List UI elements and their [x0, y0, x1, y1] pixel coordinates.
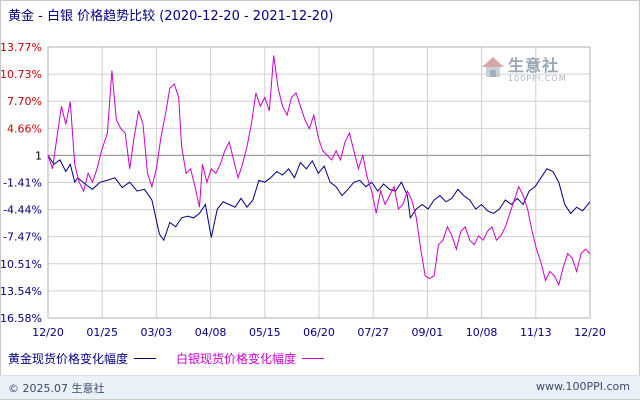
- x-tick-label: 12/20: [574, 326, 606, 339]
- footer-copyright: © 2025.07 生意社: [8, 382, 105, 395]
- y-tick-label: -1.41%: [3, 177, 42, 190]
- legend-item-silver: 白银现货价格变化幅度: [176, 350, 330, 367]
- x-tick-label: 01/25: [86, 326, 118, 339]
- legend-swatch-gold: [134, 358, 157, 359]
- footer-bar: © 2025.07 生意社 www.100PPI.com: [0, 375, 640, 399]
- y-tick-label: 13.77%: [0, 41, 42, 54]
- y-tick-label: 4.66%: [7, 122, 42, 135]
- x-tick-label: 12/20: [32, 326, 64, 339]
- series-layer: [47, 55, 591, 287]
- legend-label-silver: 白银现货价格变化幅度: [176, 352, 297, 366]
- y-tick-label: -7.47%: [3, 231, 42, 244]
- axis-layer: [47, 46, 591, 319]
- chart-title: 黄金 - 白银 价格趋势比较 (2020-12-20 - 2021-12-20): [8, 9, 334, 24]
- y-tick-label: -10.51%: [0, 258, 42, 271]
- x-tick-label: 05/15: [249, 326, 281, 339]
- x-tick-label: 10/08: [466, 326, 498, 339]
- x-tick-label: 11/13: [520, 326, 552, 339]
- x-tick-label: 09/01: [412, 326, 444, 339]
- footer-site-link[interactable]: www.100PPI.com: [536, 380, 630, 393]
- legend-swatch-silver: [302, 358, 325, 359]
- legend-label-gold: 黄金现货价格变化幅度: [8, 352, 129, 366]
- x-tick-label: 03/03: [141, 326, 173, 339]
- y-tick-label: -16.58%: [0, 312, 42, 325]
- y-tick-label: 7.70%: [7, 95, 42, 108]
- y-tick-label: -4.44%: [3, 204, 42, 217]
- watermark: 生意社 100PPI.COM: [478, 50, 578, 90]
- gold-series-line: [47, 155, 591, 242]
- watermark-text: 生意社: [508, 56, 560, 75]
- house-logo-icon: [482, 57, 504, 77]
- y-tick-label: 1: [35, 149, 42, 162]
- chart-legend: 黄金现货价格变化幅度 白银现货价格变化幅度: [8, 350, 344, 367]
- y-tick-label: 10.73%: [0, 68, 42, 81]
- x-tick-label: 06/20: [303, 326, 335, 339]
- tick-label-layer: 13.77% 10.73% 7.70% 4.66% 1 -1.41% -4.44% -7.47…: [0, 41, 606, 339]
- y-tick-label: -13.54%: [0, 285, 42, 298]
- x-tick-label: 07/27: [357, 326, 389, 339]
- silver-series-line: [47, 55, 591, 287]
- plot-border: [47, 46, 591, 319]
- legend-item-gold: 黄金现货价格变化幅度: [8, 350, 162, 367]
- watermark-subtext: 100PPI.COM: [508, 74, 567, 83]
- x-tick-label: 04/08: [195, 326, 227, 339]
